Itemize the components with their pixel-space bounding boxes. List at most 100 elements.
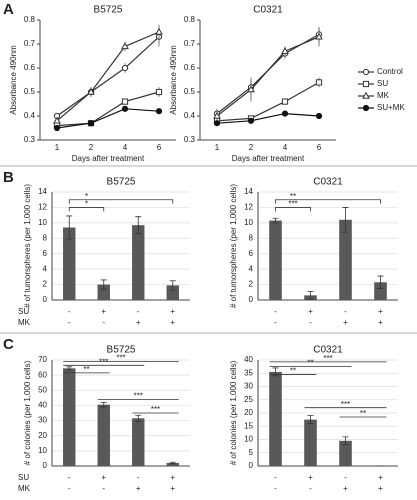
bar xyxy=(97,404,110,466)
marker xyxy=(121,42,129,50)
error-bar xyxy=(135,216,142,235)
error-bar xyxy=(66,215,73,240)
y-tick-label: 4 xyxy=(249,264,254,273)
significance-label: *** xyxy=(151,405,160,414)
error-bar xyxy=(272,217,279,224)
series-line xyxy=(56,91,160,127)
significance-label: * xyxy=(85,192,88,201)
treatment-sign: + xyxy=(170,473,175,482)
error-bar xyxy=(342,207,349,233)
y-tick-label: 25 xyxy=(244,395,253,404)
y-tick-label: 14 xyxy=(244,187,253,196)
marker xyxy=(87,87,95,95)
treatment-sign: + xyxy=(101,473,106,482)
bar xyxy=(63,227,76,300)
bar xyxy=(339,440,352,466)
y-tick-label: 0.5 xyxy=(184,87,196,96)
chart-title: C0321 xyxy=(253,5,283,16)
y-tick-label: 0.8 xyxy=(184,15,196,24)
x-tick-label: 1 xyxy=(55,143,60,152)
treatment-sign: + xyxy=(170,307,175,316)
y-tick-label: 20 xyxy=(38,431,47,440)
y-tick-label: 10 xyxy=(38,446,47,455)
panel-label: A xyxy=(3,1,14,18)
y-tick-label: 70 xyxy=(38,355,47,364)
treatment-sign: - xyxy=(274,318,277,327)
treatment-sign: - xyxy=(102,484,105,493)
significance-bracket xyxy=(275,199,381,204)
chart-title: B5725 xyxy=(94,5,123,16)
treatment-sign: - xyxy=(344,473,347,482)
y-tick-label: 0.7 xyxy=(184,39,196,48)
y-tick-label: 0.6 xyxy=(24,63,36,72)
y-axis-label: # of tumorspheres (per 1,000 cells) xyxy=(23,184,32,308)
treatment-sign: - xyxy=(68,307,71,316)
treatment-sign: - xyxy=(137,473,140,482)
marker xyxy=(121,105,129,112)
treatment-sign: - xyxy=(68,484,71,493)
treatment-sign: - xyxy=(68,473,71,482)
series-line xyxy=(56,31,160,122)
legend-label: SU+MK xyxy=(377,103,405,112)
treatment-sign: - xyxy=(274,484,277,493)
x-tick-label: 2 xyxy=(89,143,94,152)
significance-label: ** xyxy=(83,365,89,374)
bar xyxy=(304,419,317,466)
marker xyxy=(155,88,163,96)
legend-label: SU xyxy=(377,79,388,88)
y-tick-label: 40 xyxy=(244,355,253,364)
bar xyxy=(97,284,110,300)
bar xyxy=(269,220,282,300)
marker xyxy=(121,64,129,72)
treatment-name: SU xyxy=(18,307,29,316)
significance-label: *** xyxy=(116,354,125,363)
treatment-sign: + xyxy=(136,318,141,327)
marker xyxy=(247,85,255,93)
chart-title: B5725 xyxy=(107,177,136,188)
treatment-sign: - xyxy=(274,473,277,482)
series-line xyxy=(56,108,160,129)
treatment-sign: - xyxy=(68,318,71,327)
error-bar xyxy=(66,366,73,371)
marker xyxy=(53,116,61,124)
y-tick-label: 12 xyxy=(244,203,253,212)
marker xyxy=(87,120,95,127)
y-tick-label: 8 xyxy=(43,233,48,242)
y-tick-label: 30 xyxy=(244,382,253,391)
treatment-sign: + xyxy=(101,307,106,316)
treatment-sign: - xyxy=(102,318,105,327)
y-axis-label: Absorbance 490nm xyxy=(169,45,178,115)
treatment-sign: + xyxy=(378,307,383,316)
y-axis-label: Absorbance 490nm xyxy=(9,45,18,115)
bar xyxy=(339,219,352,300)
series-line xyxy=(216,36,320,117)
bar xyxy=(63,368,76,466)
x-axis-label: Days after treatment xyxy=(72,154,145,163)
error-bar xyxy=(342,436,349,446)
treatment-sign: + xyxy=(378,473,383,482)
x-tick-label: 6 xyxy=(317,143,322,152)
y-tick-label: 8 xyxy=(249,233,254,242)
y-tick-label: 0 xyxy=(249,461,254,470)
x-tick-label: 2 xyxy=(249,143,254,152)
bar xyxy=(166,462,179,466)
y-tick-label: 40 xyxy=(38,401,47,410)
bar xyxy=(132,225,145,300)
y-tick-label: 0.4 xyxy=(24,111,36,120)
y-tick-label: 30 xyxy=(38,416,47,425)
y-tick-label: 15 xyxy=(244,421,253,430)
y-axis-label: # of colonies (per 1,000 cells) xyxy=(229,360,238,465)
treatment-name: SU xyxy=(18,473,29,482)
error-bar xyxy=(100,279,107,290)
panel-label: C xyxy=(3,336,14,353)
marker xyxy=(362,104,370,112)
panel-label: B xyxy=(3,169,14,186)
marker xyxy=(121,98,129,105)
treatment-sign: - xyxy=(137,307,140,316)
y-tick-label: 60 xyxy=(38,370,47,379)
marker xyxy=(315,112,323,120)
treatment-sign: + xyxy=(136,484,141,493)
marker xyxy=(315,32,323,40)
chart-title: C0321 xyxy=(313,177,343,188)
